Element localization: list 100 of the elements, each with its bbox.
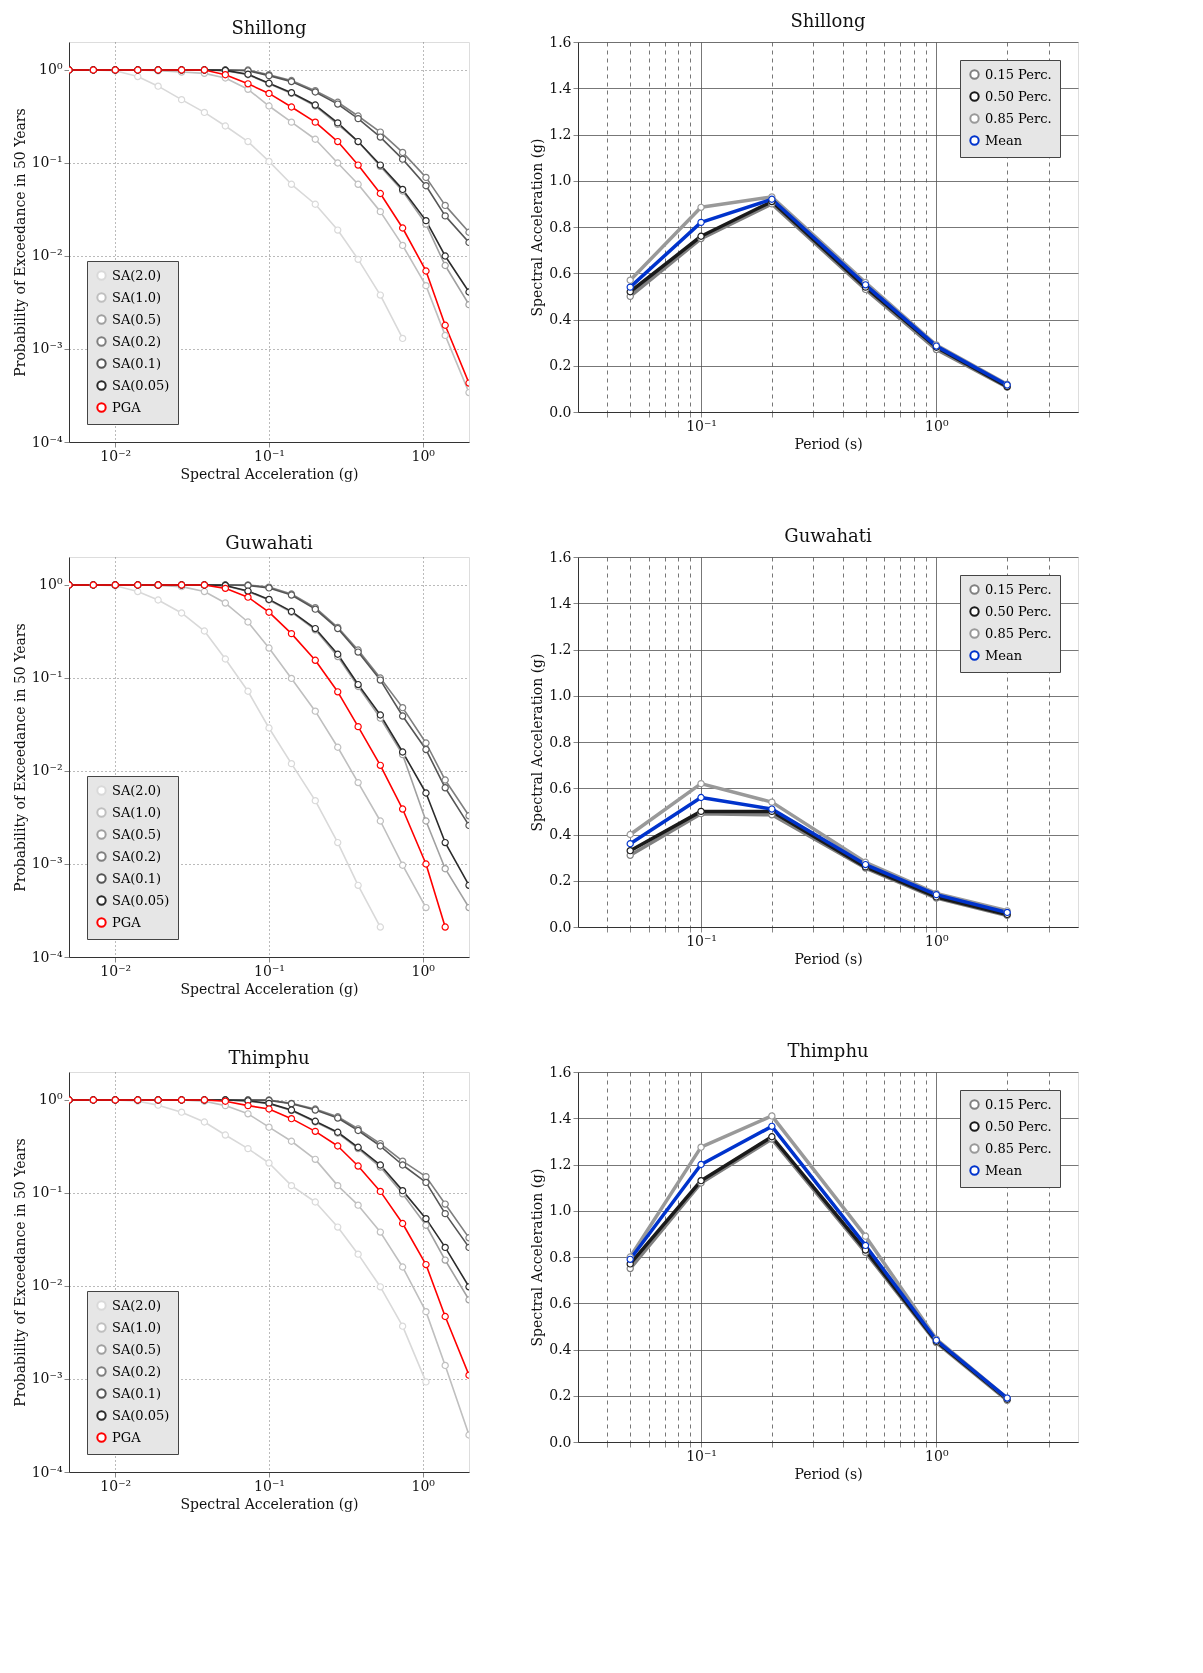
y-tick-label: 10⁻⁴ bbox=[31, 433, 63, 450]
legend-label: SA(0.5) bbox=[112, 1341, 162, 1357]
y-axis-title: Probability of Exceedance in 50 Years bbox=[11, 1138, 28, 1407]
y-tick-label: 0.8 bbox=[549, 1248, 572, 1265]
legend-label: 0.85 Perc. bbox=[985, 1140, 1052, 1156]
legend-label: SA(0.1) bbox=[112, 870, 162, 886]
y-tick-label: 1.4 bbox=[549, 1109, 572, 1126]
x-axis-title: Spectral Acceleration (g) bbox=[180, 980, 359, 997]
legend-label: 0.15 Perc. bbox=[985, 581, 1052, 597]
x-tick-label: 10⁻¹ bbox=[254, 962, 285, 979]
legend-label: SA(2.0) bbox=[112, 267, 162, 283]
y-tick-label: 0.4 bbox=[549, 1341, 572, 1357]
y-tick-label: 1.6 bbox=[549, 548, 572, 565]
y-tick-label: 0.8 bbox=[549, 218, 572, 235]
legend-label: 0.15 Perc. bbox=[985, 66, 1052, 82]
legend-label: SA(0.1) bbox=[112, 355, 162, 371]
chart-title: Thimphu bbox=[787, 1040, 869, 1061]
legend-label: Mean bbox=[985, 1162, 1023, 1178]
y-tick-label: 10⁻⁴ bbox=[31, 1463, 63, 1480]
y-tick-label: 10⁻³ bbox=[31, 855, 63, 872]
legend-label: 0.50 Perc. bbox=[985, 1118, 1052, 1134]
legend-label: SA(0.05) bbox=[112, 892, 170, 908]
legend-label: SA(1.0) bbox=[112, 804, 162, 820]
legend-label: 0.85 Perc. bbox=[985, 625, 1052, 641]
x-tick-label: 10⁻² bbox=[100, 1477, 132, 1494]
y-tick-label: 1.2 bbox=[549, 641, 572, 657]
chart-title: Guwahati bbox=[225, 532, 313, 553]
legend-label: SA(0.05) bbox=[112, 377, 170, 393]
y-tick-label: 1.0 bbox=[549, 687, 572, 704]
legend-label: SA(0.2) bbox=[112, 1363, 162, 1379]
y-tick-label: 0.4 bbox=[549, 826, 572, 842]
legend-label: SA(0.5) bbox=[112, 826, 162, 842]
chart-title: Shillong bbox=[231, 17, 307, 38]
y-tick-label: 0.2 bbox=[549, 1387, 572, 1404]
legend-label: SA(2.0) bbox=[112, 782, 162, 798]
legend-label: Mean bbox=[985, 132, 1023, 148]
y-tick-label: 0.6 bbox=[549, 1294, 572, 1311]
legend-label: SA(0.05) bbox=[112, 1407, 170, 1423]
y-tick-label: 1.6 bbox=[549, 33, 572, 50]
y-tick-label: 10⁻¹ bbox=[31, 154, 63, 171]
y-tick-label: 0.2 bbox=[549, 872, 572, 889]
legend-label: 0.85 Perc. bbox=[985, 110, 1052, 126]
y-tick-label: 10⁰ bbox=[39, 576, 63, 593]
y-tick-label: 10⁻² bbox=[31, 1277, 63, 1294]
y-tick-label: 10⁻³ bbox=[31, 340, 63, 357]
y-tick-label: 0.8 bbox=[549, 733, 572, 750]
x-axis-title: Period (s) bbox=[794, 950, 863, 967]
legend-label: SA(2.0) bbox=[112, 1297, 162, 1313]
x-tick-label: 10⁰ bbox=[411, 447, 436, 464]
x-tick-label: 10⁰ bbox=[411, 1477, 436, 1494]
legend-label: 0.50 Perc. bbox=[985, 88, 1052, 104]
x-tick-label: 10⁻¹ bbox=[254, 447, 285, 464]
x-tick-label: 10⁻² bbox=[100, 962, 132, 979]
y-axis-title: Probability of Exceedance in 50 Years bbox=[11, 108, 28, 377]
chart-title: Thimphu bbox=[228, 1047, 310, 1068]
y-tick-label: 10⁻² bbox=[31, 247, 63, 264]
legend-label: 0.15 Perc. bbox=[985, 1096, 1052, 1112]
chart-title: Guwahati bbox=[784, 525, 872, 546]
legend-label: PGA bbox=[112, 399, 142, 415]
y-tick-label: 1.0 bbox=[549, 1202, 572, 1219]
x-tick-label: 10⁰ bbox=[411, 962, 436, 979]
y-tick-label: 0.0 bbox=[549, 1433, 572, 1450]
y-tick-label: 1.2 bbox=[549, 126, 572, 142]
y-axis-title: Probability of Exceedance in 50 Years bbox=[11, 623, 28, 892]
x-axis-title: Spectral Acceleration (g) bbox=[180, 1495, 359, 1512]
y-tick-label: 0.0 bbox=[549, 918, 572, 935]
legend-label: PGA bbox=[112, 914, 142, 930]
legend-label: PGA bbox=[112, 1429, 142, 1445]
legend-label: Mean bbox=[985, 647, 1023, 663]
y-axis-title: Spectral Acceleration (g) bbox=[529, 653, 546, 832]
y-tick-label: 10⁻¹ bbox=[31, 1184, 63, 1201]
y-tick-label: 1.0 bbox=[549, 172, 572, 189]
x-tick-label: 10⁻² bbox=[100, 447, 132, 464]
legend-label: SA(0.2) bbox=[112, 333, 162, 349]
y-tick-label: 1.4 bbox=[549, 594, 572, 611]
x-axis-title: Period (s) bbox=[794, 1465, 863, 1482]
y-tick-label: 10⁰ bbox=[39, 61, 63, 78]
legend-label: SA(0.2) bbox=[112, 848, 162, 864]
chart-title: Shillong bbox=[790, 10, 866, 31]
x-axis-title: Period (s) bbox=[794, 435, 863, 452]
y-tick-label: 0.2 bbox=[549, 357, 572, 374]
y-tick-label: 10⁻¹ bbox=[31, 669, 63, 686]
x-tick-label: 10⁻¹ bbox=[254, 1477, 285, 1494]
y-tick-label: 1.6 bbox=[549, 1063, 572, 1080]
y-axis-title: Spectral Acceleration (g) bbox=[529, 1168, 546, 1347]
y-tick-label: 0.4 bbox=[549, 311, 572, 327]
legend-label: SA(0.1) bbox=[112, 1385, 162, 1401]
y-tick-label: 0.6 bbox=[549, 264, 572, 281]
y-tick-label: 10⁻² bbox=[31, 762, 63, 779]
x-axis-title: Spectral Acceleration (g) bbox=[180, 465, 359, 482]
legend-label: SA(1.0) bbox=[112, 289, 162, 305]
y-tick-label: 10⁻⁴ bbox=[31, 948, 63, 965]
y-tick-label: 0.0 bbox=[549, 403, 572, 420]
y-tick-label: 0.6 bbox=[549, 779, 572, 796]
y-tick-label: 10⁰ bbox=[39, 1091, 63, 1108]
legend-label: SA(1.0) bbox=[112, 1319, 162, 1335]
y-axis-title: Spectral Acceleration (g) bbox=[529, 138, 546, 317]
y-tick-label: 1.4 bbox=[549, 79, 572, 96]
y-tick-label: 10⁻³ bbox=[31, 1370, 63, 1387]
legend-label: SA(0.5) bbox=[112, 311, 162, 327]
